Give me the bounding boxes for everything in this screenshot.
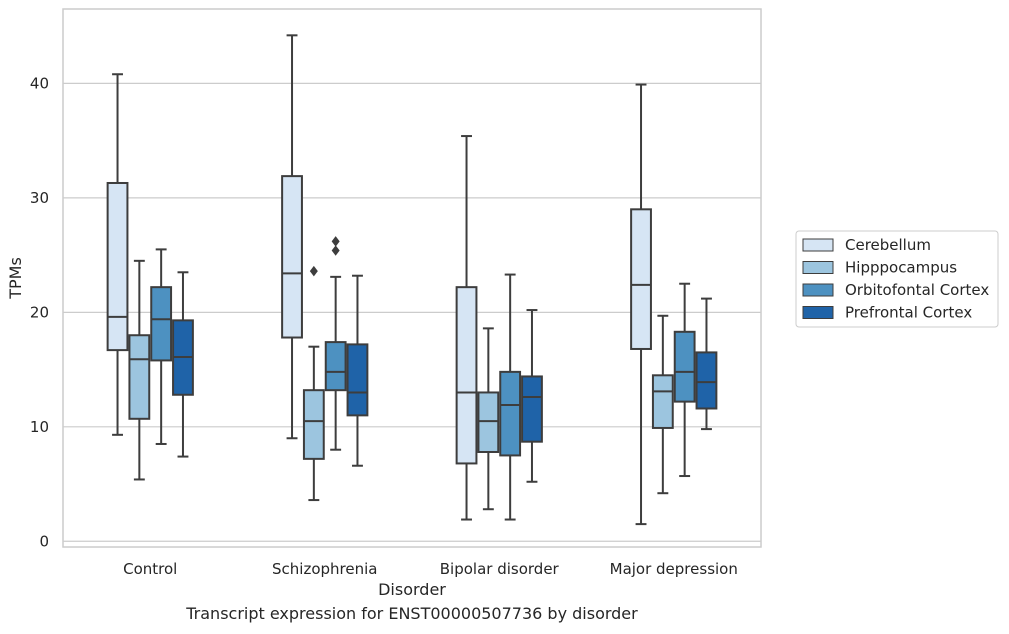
legend-label-0: Cerebellum: [845, 236, 931, 254]
box-1-0: [128, 259, 151, 481]
box-1-2: [477, 327, 500, 511]
legend-label-3: Prefrontal Cortex: [845, 304, 972, 322]
x-tick-label-3: Major depression: [610, 560, 738, 578]
box-body: [455, 286, 478, 465]
y-tick-label-0: 0: [39, 532, 49, 550]
legend-label-2: Orbitofontal Cortex: [845, 281, 989, 299]
x-axis-ticks: Control Schizophrenia Bipolar disorder Majo…: [123, 560, 738, 578]
box-body: [106, 181, 129, 352]
box-1-1: [302, 265, 325, 502]
x-tick-label-0: Control: [123, 560, 177, 578]
y-tick-label-3: 30: [30, 189, 49, 207]
outlier-point-0: [309, 265, 318, 277]
box-body: [695, 351, 718, 410]
box-body: [477, 391, 500, 453]
box-body: [346, 343, 369, 417]
box-2-3: [673, 282, 696, 478]
box-body: [651, 374, 674, 429]
grid-lines: [63, 82, 761, 542]
box-2-1: [324, 236, 347, 451]
x-axis-label: Disorder: [378, 580, 446, 599]
legend-frame: [795, 230, 999, 328]
box-body: [673, 330, 696, 403]
box-body: [521, 375, 543, 443]
box-body: [150, 286, 173, 362]
y-tick-label-1: 10: [30, 418, 49, 436]
box-3-0: [172, 271, 194, 458]
box-2-0: [150, 248, 173, 445]
legend: Cerebellum Hipppocampus Orbitofontal Corte…: [795, 230, 999, 328]
box-body: [630, 208, 652, 350]
figure-caption: Transcript expression for ENST0000050773…: [186, 604, 638, 623]
box-body: [281, 175, 303, 339]
legend-swatch-0: [802, 238, 834, 252]
x-tick-label-2: Bipolar disorder: [440, 560, 560, 578]
box-body: [499, 370, 522, 457]
box-3-2: [521, 309, 543, 483]
outlier-point-1: [331, 236, 340, 247]
outlier-point-0: [331, 245, 340, 256]
plot-area-frame: [62, 8, 762, 548]
box-0-3: [630, 83, 652, 526]
legend-swatch-3: [802, 306, 834, 319]
y-axis-label: TPMs: [6, 257, 25, 300]
box-0-2: [455, 135, 478, 521]
legend-swatch-2: [802, 283, 834, 297]
box-0-0: [106, 73, 129, 436]
box-1-3: [651, 314, 674, 495]
box-2-2: [499, 273, 522, 521]
y-tick-label-4: 40: [30, 74, 49, 92]
legend-swatch-1: [802, 261, 834, 274]
box-body: [128, 334, 151, 420]
y-tick-label-2: 20: [30, 303, 49, 321]
box-body: [324, 341, 347, 392]
box-plot-chart: 0 10 20 30 40 Control Schizophrenia Bipolar di…: [6, 8, 999, 599]
y-axis-ticks: 0 10 20 30 40: [30, 74, 49, 550]
legend-label-1: Hipppocampus: [845, 259, 957, 277]
box-body: [302, 389, 325, 460]
x-tick-label-1: Schizophrenia: [272, 560, 377, 578]
box-0-1: [281, 34, 303, 440]
box-groups: [106, 34, 718, 526]
box-3-1: [346, 274, 369, 467]
box-3-3: [695, 297, 718, 431]
